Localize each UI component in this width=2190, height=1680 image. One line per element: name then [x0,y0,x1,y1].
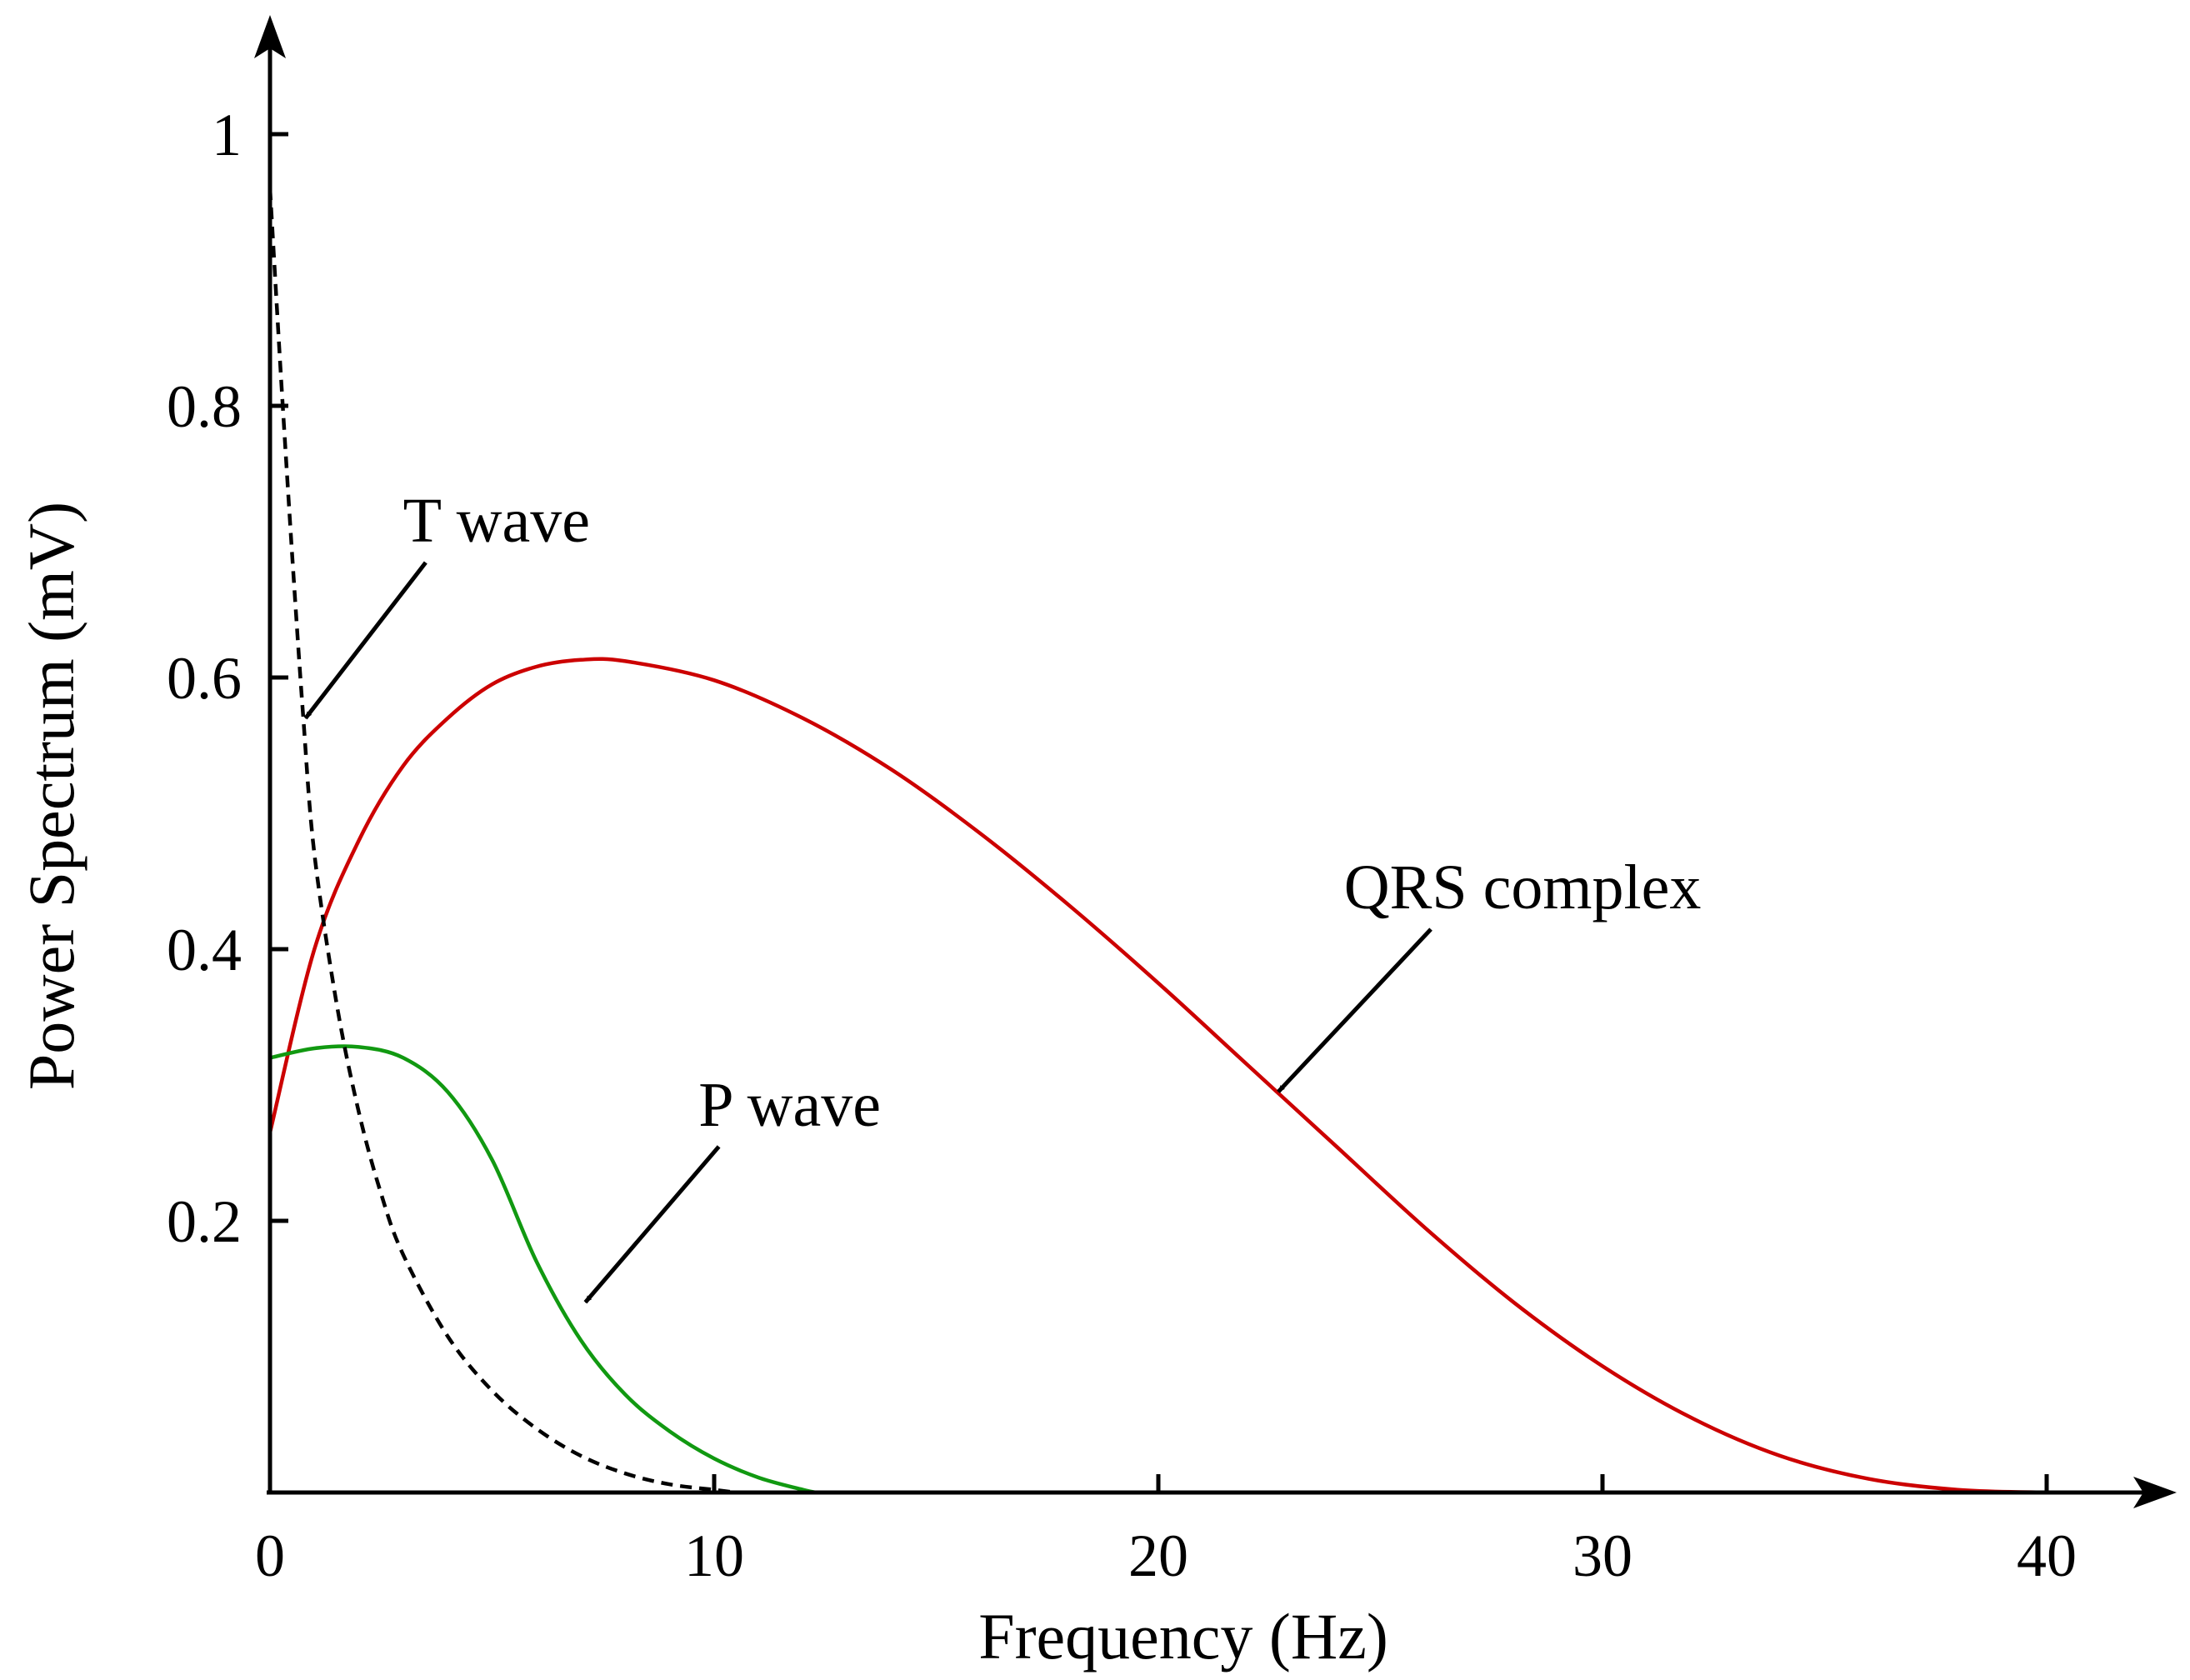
y-tick-label: 1 [212,102,242,168]
plot-series [268,188,2048,1495]
x-tick-label: 0 [255,1522,285,1589]
annotations: T wave QRS complex P wave [303,486,1702,1304]
annotation-arrow-qrs-complex [1277,928,1432,1093]
annotation-p-wave: P wave [698,1070,881,1140]
annotation-t-wave: T wave [403,486,590,556]
series-line-t-wave [268,188,737,1495]
series-line-qrs-complex [268,657,2048,1495]
x-tick-label: 20 [1128,1522,1188,1589]
x-tick-label: 30 [1572,1522,1632,1589]
x-tick-label: 40 [2017,1522,2077,1589]
annotation-arrow-p-wave [583,1145,721,1304]
y-tick-label: 0.4 [167,917,242,983]
y-tick-label: 0.6 [167,645,242,712]
y-tick-label: 0.2 [167,1188,242,1255]
y-axis-label: Power Spectrum (mV) [15,502,88,1090]
y-axis-arrowhead [254,15,286,58]
y-tick-label: 0.8 [167,373,242,440]
series-line-p-wave [269,1044,818,1495]
ticks: 0 10 20 30 40 0.2 0.4 0.6 0.8 1 [167,102,2077,1589]
x-axis-label: Frequency (Hz) [978,1600,1388,1672]
annotation-qrs-complex: QRS complex [1344,852,1702,922]
x-axis-arrowhead [2133,1477,2177,1508]
annotation-arrow-t-wave [303,561,428,720]
x-tick-label: 10 [684,1522,744,1589]
